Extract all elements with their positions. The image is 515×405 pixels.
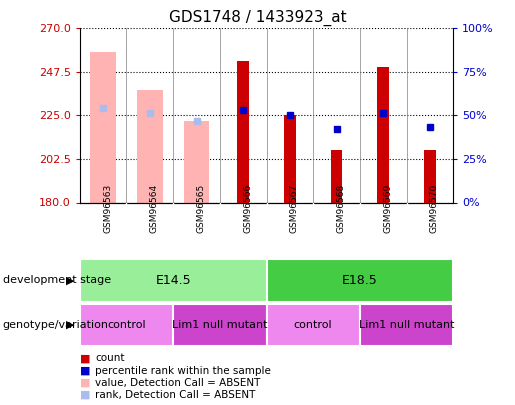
Bar — [267, 304, 360, 346]
Text: GSM96570: GSM96570 — [430, 183, 439, 232]
Bar — [80, 259, 267, 302]
Bar — [137, 90, 163, 202]
Bar — [284, 115, 296, 202]
Bar — [173, 304, 267, 346]
Text: percentile rank within the sample: percentile rank within the sample — [95, 366, 271, 375]
Text: Lim1 null mutant: Lim1 null mutant — [172, 320, 268, 330]
Text: development stage: development stage — [3, 275, 111, 286]
Text: ■: ■ — [80, 390, 90, 400]
Text: rank, Detection Call = ABSENT: rank, Detection Call = ABSENT — [95, 390, 255, 400]
Text: count: count — [95, 354, 125, 363]
Text: GSM96565: GSM96565 — [197, 183, 205, 232]
Text: GSM96566: GSM96566 — [243, 183, 252, 232]
Bar — [237, 61, 249, 202]
Text: genotype/variation: genotype/variation — [3, 320, 109, 330]
Text: control: control — [107, 320, 146, 330]
Text: GSM96567: GSM96567 — [290, 183, 299, 232]
Text: E14.5: E14.5 — [156, 274, 191, 287]
Text: ▶: ▶ — [66, 320, 75, 330]
Bar — [184, 121, 209, 202]
Text: GSM96569: GSM96569 — [383, 183, 392, 232]
Bar — [360, 304, 453, 346]
Text: ■: ■ — [80, 354, 90, 363]
Text: Lim1 null mutant: Lim1 null mutant — [359, 320, 454, 330]
Text: control: control — [294, 320, 333, 330]
Text: GSM96563: GSM96563 — [103, 183, 112, 232]
Bar — [377, 67, 389, 202]
Bar — [90, 51, 116, 202]
Bar — [424, 150, 436, 202]
Text: E18.5: E18.5 — [342, 274, 377, 287]
Text: GSM96564: GSM96564 — [150, 183, 159, 232]
Text: value, Detection Call = ABSENT: value, Detection Call = ABSENT — [95, 378, 261, 388]
Text: GDS1748 / 1433923_at: GDS1748 / 1433923_at — [169, 10, 346, 26]
Text: ■: ■ — [80, 378, 90, 388]
Bar — [80, 304, 173, 346]
Bar — [331, 150, 342, 202]
Text: ■: ■ — [80, 366, 90, 375]
Bar — [267, 259, 453, 302]
Text: ▶: ▶ — [66, 275, 75, 286]
Text: GSM96568: GSM96568 — [336, 183, 346, 232]
